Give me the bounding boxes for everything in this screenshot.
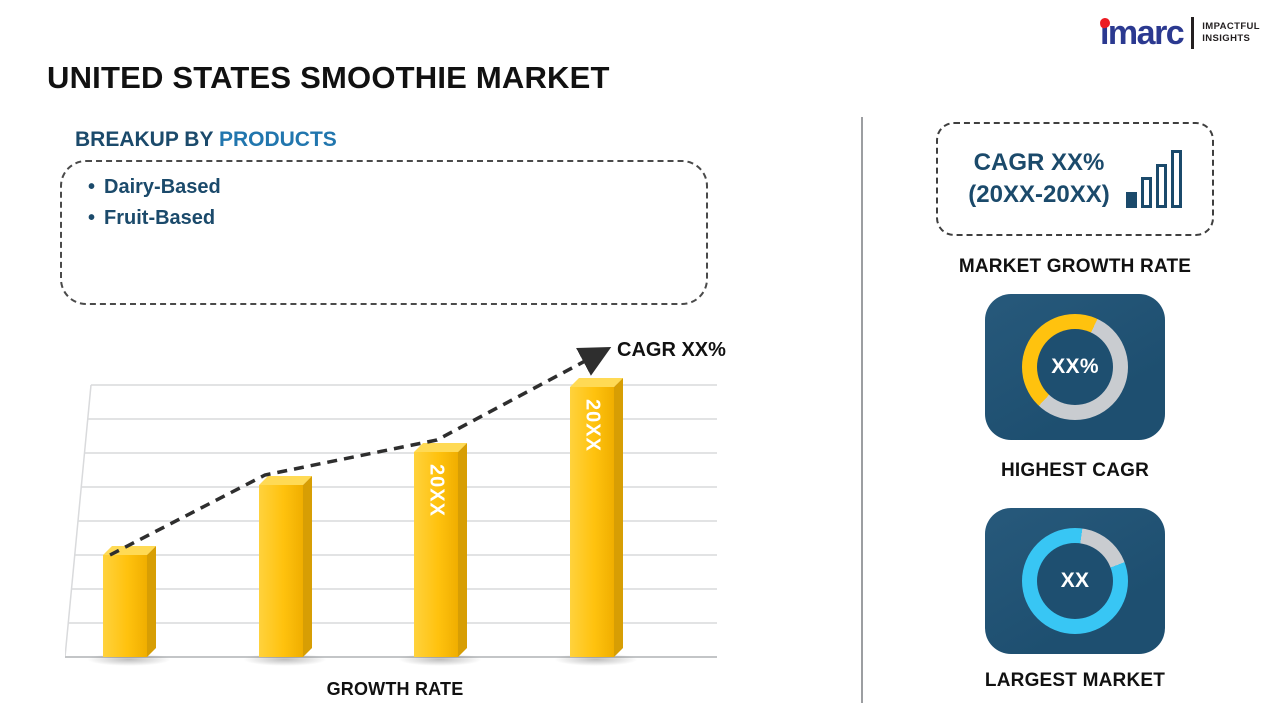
logo-divider — [1191, 17, 1195, 49]
bar-2 — [243, 476, 327, 666]
highest-cagr-label: HIGHEST CAGR — [1000, 460, 1150, 481]
cagr-value: CAGR XX% — [973, 148, 1105, 176]
largest-market-value: XX — [1060, 569, 1090, 592]
logo-tagline-line1: IMPACTFUL — [1202, 20, 1260, 32]
bar-1 — [87, 546, 171, 666]
bar-front-face — [103, 555, 147, 657]
bar-front-face — [259, 485, 303, 657]
breakup-box: Dairy-Based Fruit-Based — [60, 160, 708, 305]
breakup-heading-prefix: BREAKUP BY — [75, 128, 214, 151]
bar-side-face — [303, 476, 312, 657]
bar-label: 20XX — [425, 464, 448, 517]
bar-label: 20XX — [581, 399, 604, 452]
vertical-divider — [861, 117, 863, 703]
largest-market-donut: XX — [1022, 528, 1128, 634]
highest-cagr-card: XX% — [985, 294, 1165, 440]
growth-chart: 20XX 20XX CAGR XX% — [65, 339, 726, 667]
bar-side-face — [458, 443, 467, 657]
page-title: UNITED STATES SMOOTHIE MARKET — [47, 60, 610, 95]
logo-brand-text: imarc — [1099, 14, 1185, 52]
cagr-annotation: CAGR XX% — [617, 339, 726, 361]
bar-side-face — [614, 378, 623, 657]
logo-tagline: IMPACTFUL INSIGHTS — [1202, 21, 1260, 46]
breakup-heading: BREAKUP BY PRODUCTS — [75, 128, 337, 152]
bar-side-face — [147, 546, 156, 657]
breakup-heading-highlight: PRODUCTS — [218, 128, 337, 151]
largest-market-card: XX — [985, 508, 1165, 654]
bars-layer: 20XX 20XX — [65, 345, 725, 667]
growth-rate-label: GROWTH RATE — [326, 679, 464, 699]
market-growth-rate-label: MARKET GROWTH RATE — [958, 256, 1192, 277]
logo-tagline-line2: INSIGHTS — [1202, 33, 1251, 44]
bar-3: 20XX — [398, 443, 482, 666]
largest-market-label: LARGEST MARKET — [984, 670, 1166, 691]
cagr-period: (20XX-20XX) — [968, 181, 1110, 208]
breakup-item: Fruit-Based — [88, 207, 680, 230]
cagr-card: CAGR XX% (20XX-20XX) — [936, 122, 1214, 236]
highest-cagr-value: XX% — [1051, 355, 1099, 378]
breakup-item: Dairy-Based — [88, 176, 680, 199]
breakup-list: Dairy-Based Fruit-Based — [88, 176, 680, 230]
bar-chart-icon — [1125, 150, 1182, 208]
cagr-card-text: CAGR XX% (20XX-20XX) — [968, 147, 1109, 212]
imarc-logo: imarc IMPACTFUL INSIGHTS — [1099, 14, 1260, 52]
highest-cagr-donut: XX% — [1022, 314, 1128, 420]
bar-4: 20XX — [554, 378, 638, 666]
logo-brand: imarc — [1099, 14, 1185, 52]
